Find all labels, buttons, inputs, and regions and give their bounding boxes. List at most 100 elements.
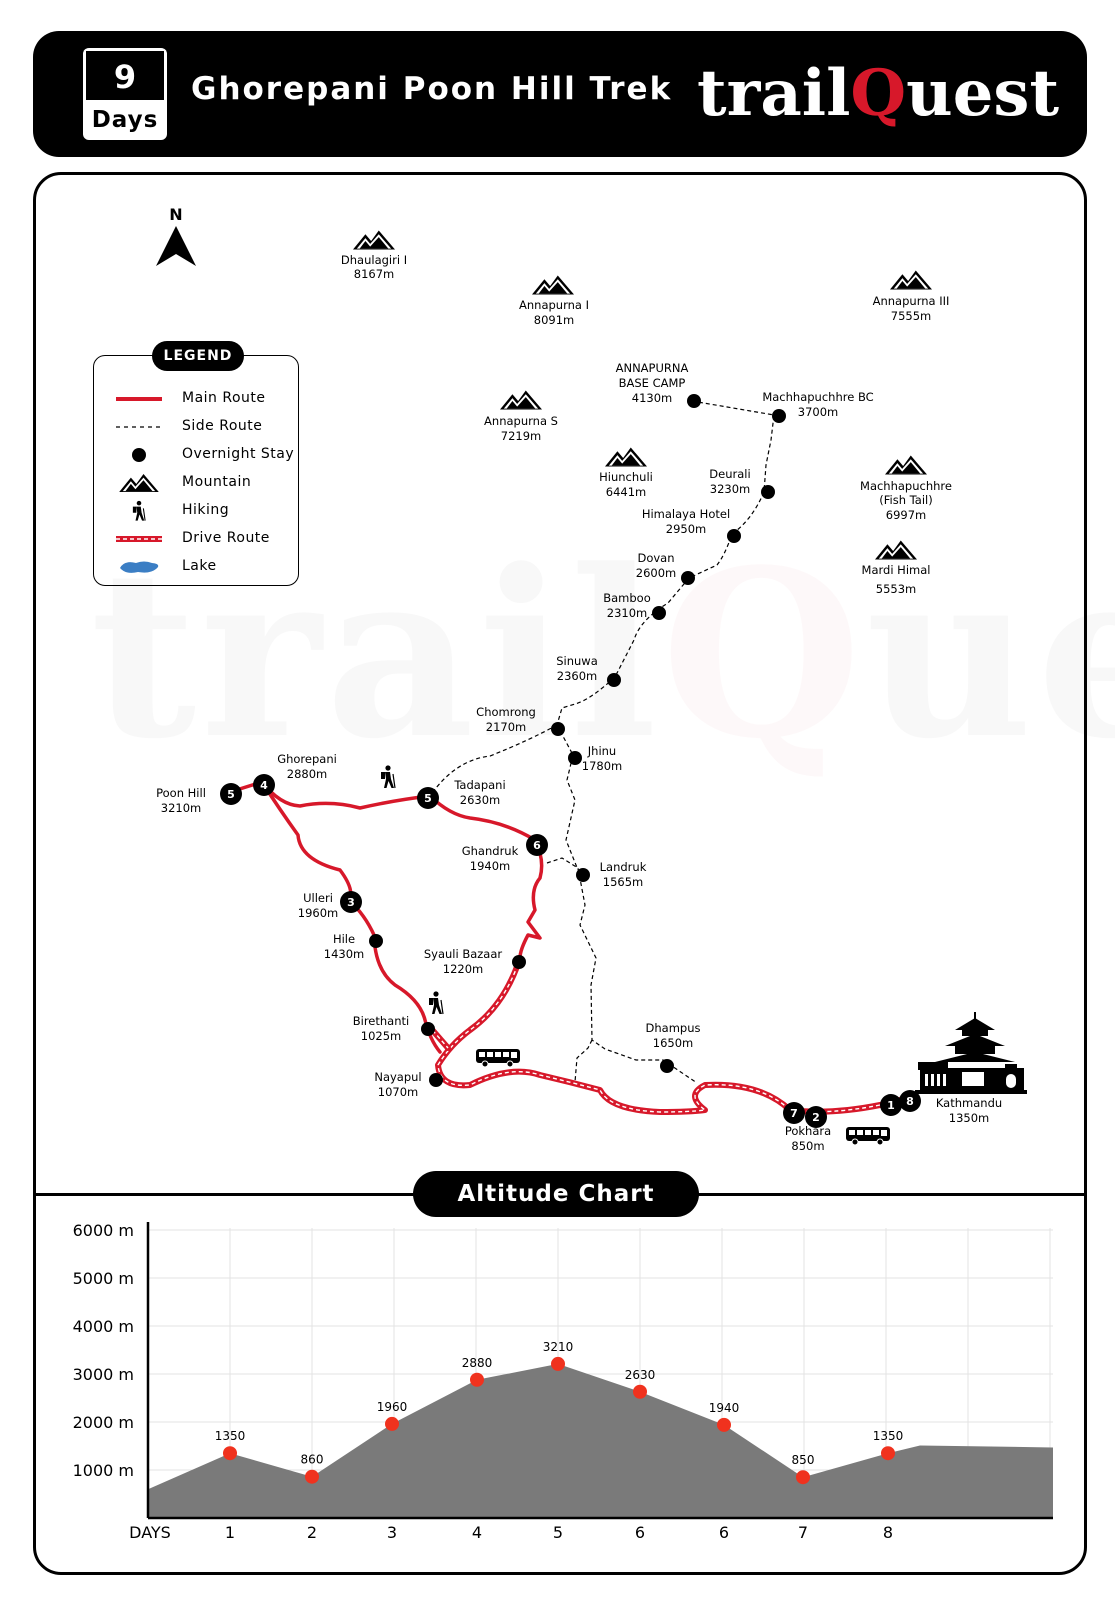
altitude-point: [223, 1446, 237, 1461]
stop-kathmandu-1: 1: [880, 1094, 902, 1116]
place-elev: 4130m: [632, 391, 672, 405]
brand-suffix: uest: [906, 56, 1059, 131]
x-tick-label: 3: [387, 1523, 397, 1542]
place-name: Nayapul: [374, 1070, 421, 1084]
legend-label: Mountain: [182, 474, 252, 490]
route-ghandruk-syauli: [518, 838, 544, 960]
mountain-machhapuchhre: Machhapuchhre (Fish Tail) 6997m: [860, 455, 952, 522]
x-tick-label: 1: [225, 1523, 235, 1542]
altitude-chart: 1000 m 2000 m 3000 m 4000 m 5000 m 6000 m 1 2 3…: [73, 1221, 1053, 1542]
legend-item-side-route: Side Route: [94, 414, 300, 440]
place-name: Birethanti: [353, 1014, 409, 1028]
overnight-dots: [369, 394, 786, 1087]
altitude-point-label: 3210: [543, 1340, 574, 1354]
stop-kathmandu-8: 8: [899, 1090, 921, 1112]
stop-number: 1: [887, 1099, 895, 1112]
dot-chomrong: [551, 722, 565, 736]
mountain-elev: 8167m: [354, 267, 394, 281]
dot-jhinu: [568, 751, 582, 765]
stop-tadapani: 5: [417, 787, 439, 809]
place-elev: 2170m: [486, 720, 526, 734]
place-name: Sinuwa: [556, 654, 598, 668]
altitude-point: [551, 1356, 565, 1371]
place-elev: 1220m: [443, 962, 483, 976]
legend-label: Lake: [182, 558, 217, 574]
stop-number: 7: [790, 1107, 798, 1120]
stop-pokhara-2: 2: [805, 1106, 827, 1128]
stop-poon-hill: 5: [220, 783, 242, 805]
place-elev: 1350m: [949, 1111, 989, 1125]
legend-item-mountain: Mountain: [94, 470, 300, 496]
mountain-subname: (Fish Tail): [879, 493, 932, 507]
altitude-point-label: 1350: [873, 1429, 904, 1443]
lake-icon: [120, 561, 159, 573]
mountain-elev: 7219m: [501, 429, 541, 443]
x-tick-label: 2: [307, 1523, 317, 1542]
x-tick-label: 6: [635, 1523, 645, 1542]
legend-item-overnight: Overnight Stay: [94, 442, 300, 468]
legend-item-main-route: Main Route: [94, 386, 300, 412]
side-route-dhampus-branch: [574, 1039, 593, 1083]
place-elev: 1565m: [603, 875, 643, 889]
altitude-point-label: 1350: [215, 1429, 246, 1443]
temple-icon: [915, 1012, 1027, 1094]
trek-title: Ghorepani Poon Hill Trek: [191, 71, 673, 107]
altitude-points: [223, 1356, 895, 1485]
mountain-name: Machhapuchhre: [860, 479, 952, 493]
mountain-icon: [532, 275, 574, 295]
place-elev: 1960m: [298, 906, 338, 920]
mountain-icon: [890, 270, 932, 290]
days-label: Days: [91, 107, 159, 133]
altitude-point: [796, 1470, 810, 1485]
place-name: Chomrong: [476, 705, 536, 719]
drive-route-line-icon: [116, 536, 162, 542]
side-route-dashed-icon: [116, 426, 162, 428]
dot-birethanti: [421, 1022, 435, 1036]
place-name: Tadapani: [453, 778, 505, 792]
main-route-line-icon: [116, 397, 162, 401]
place-name: Syauli Bazaar: [424, 947, 503, 961]
stop-number: 2: [812, 1111, 820, 1124]
place-name: Ghorepani: [277, 752, 337, 766]
trek-map: N Dhaulagiri I 8167m Annapurna I 8091m: [156, 205, 1027, 1153]
place-labels: ANNAPURNA BASE CAMP 4130m Machhapuchhre …: [156, 361, 1002, 1153]
place-elev: 1070m: [378, 1085, 418, 1099]
map-frame: [33, 172, 1087, 1575]
altitude-point: [881, 1446, 895, 1461]
legend-label: Overnight Stay: [182, 446, 295, 462]
x-tick-label: 5: [553, 1523, 563, 1542]
x-tick-label: 7: [798, 1523, 808, 1542]
place-elev: 1025m: [361, 1029, 401, 1043]
mountain-name: Hiunchuli: [599, 470, 653, 484]
main-route: [228, 780, 544, 1054]
mountain-name: Dhaulagiri I: [341, 253, 407, 267]
place-name: Kathmandu: [936, 1096, 1002, 1110]
legend-item-hiking: Hiking: [94, 498, 300, 524]
place-name: BASE CAMP: [619, 376, 686, 390]
altitude-area: [148, 1363, 1053, 1518]
altitude-chart-title: Altitude Chart: [413, 1171, 699, 1217]
days-badge: 9 Days: [83, 48, 167, 140]
y-tick-label: 6000 m: [73, 1221, 134, 1240]
dot-himalaya-hotel: [727, 529, 741, 543]
stop-number: 5: [424, 792, 432, 805]
altitude-point: [385, 1416, 399, 1431]
altitude-point: [633, 1384, 647, 1399]
north-label: N: [169, 205, 182, 224]
place-name: Landruk: [600, 860, 647, 874]
altitude-point-labels: 1350 860 1960 2880 3210 2630 1940 850 1350: [215, 1340, 904, 1467]
brand-prefix: trail: [697, 56, 851, 131]
x-axis-label: DAYS: [129, 1523, 171, 1542]
place-elev: 2360m: [557, 669, 597, 683]
route-ghorepani-nayapul: [260, 780, 442, 1054]
place-name: Pokhara: [785, 1124, 831, 1138]
legend-label: Drive Route: [182, 530, 270, 546]
mountain-dhaulagiri: Dhaulagiri I 8167m: [341, 230, 407, 281]
side-routes: [429, 400, 775, 1084]
place-name: Jhinu: [587, 744, 616, 758]
mountain-icon: [875, 540, 917, 560]
header-bar: 9 Days Ghorepani Poon Hill Trek trailQue…: [33, 31, 1087, 157]
mountain-elev: 7555m: [891, 309, 931, 323]
place-name: Ghandruk: [462, 844, 519, 858]
mountain-elev: 5553m: [876, 582, 916, 596]
